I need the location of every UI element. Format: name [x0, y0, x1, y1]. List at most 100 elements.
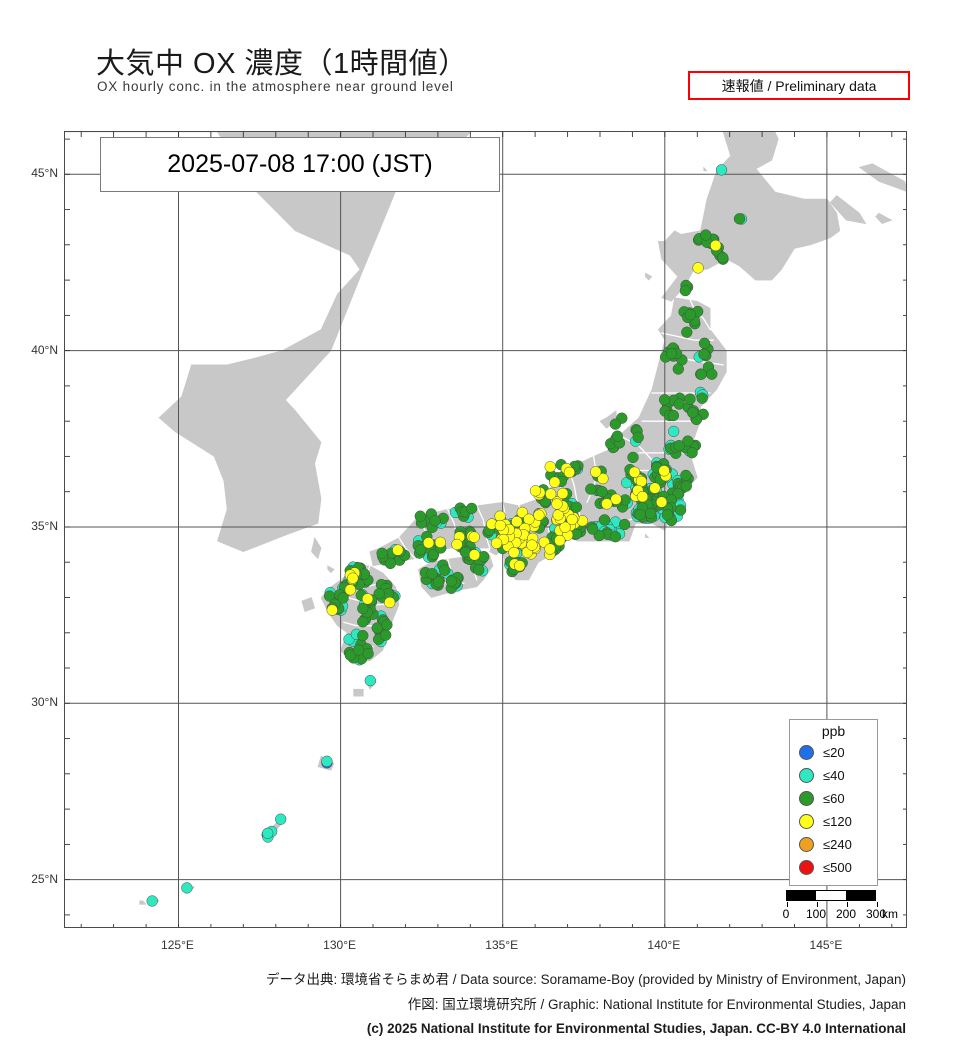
station-point[interactable] — [665, 347, 678, 360]
station-point[interactable] — [380, 629, 392, 641]
station-point[interactable] — [674, 504, 687, 516]
station-point[interactable] — [526, 539, 538, 551]
station-point[interactable] — [544, 543, 556, 555]
station-point[interactable] — [381, 619, 393, 631]
station-point[interactable] — [364, 674, 376, 687]
station-point[interactable] — [384, 596, 396, 609]
station-point[interactable] — [585, 483, 597, 495]
station-point[interactable] — [684, 309, 696, 321]
station-point[interactable] — [618, 518, 631, 531]
station-point[interactable] — [698, 348, 710, 360]
station-point[interactable] — [597, 472, 609, 485]
station-point[interactable] — [376, 547, 388, 559]
station-point[interactable] — [361, 593, 374, 605]
station-point[interactable] — [667, 409, 680, 422]
station-point[interactable] — [609, 418, 622, 430]
legend-item-500[interactable]: ≤500 — [790, 856, 877, 879]
station-point[interactable] — [715, 164, 728, 176]
station-point[interactable] — [545, 488, 557, 500]
station-point[interactable] — [494, 519, 506, 532]
station-point[interactable] — [679, 284, 692, 297]
station-point[interactable] — [371, 622, 383, 634]
station-point[interactable] — [682, 435, 694, 447]
station-point[interactable] — [696, 392, 708, 404]
station-point[interactable] — [357, 629, 369, 642]
station-point[interactable] — [516, 506, 528, 519]
station-point[interactable] — [649, 482, 661, 494]
station-point[interactable] — [692, 262, 704, 274]
station-point[interactable] — [601, 498, 613, 510]
station-point[interactable] — [344, 649, 357, 661]
station-point[interactable] — [326, 604, 338, 616]
station-point[interactable] — [544, 461, 556, 473]
station-point[interactable] — [337, 592, 349, 604]
station-point[interactable] — [422, 537, 435, 549]
map-plot-area[interactable] — [64, 131, 907, 928]
station-point[interactable] — [609, 531, 622, 543]
station-point[interactable] — [262, 827, 274, 839]
station-point[interactable] — [432, 576, 445, 588]
station-point[interactable] — [181, 882, 193, 894]
station-point[interactable] — [563, 466, 576, 478]
station-point[interactable] — [357, 602, 369, 615]
station-point[interactable] — [710, 239, 722, 252]
station-point[interactable] — [681, 326, 693, 338]
legend-item-60[interactable]: ≤60 — [790, 787, 877, 810]
station-point[interactable] — [508, 546, 520, 559]
station-point[interactable] — [384, 557, 397, 570]
station-point[interactable] — [362, 648, 374, 660]
station-point[interactable] — [490, 537, 503, 549]
station-point[interactable] — [321, 755, 333, 767]
station-point[interactable] — [468, 531, 480, 543]
station-point[interactable] — [511, 515, 523, 528]
station-point[interactable] — [570, 501, 583, 513]
station-point[interactable] — [513, 560, 526, 572]
station-point[interactable] — [717, 252, 729, 264]
station-point[interactable] — [533, 509, 545, 521]
station-point[interactable] — [706, 368, 718, 380]
station-point[interactable] — [628, 466, 641, 478]
station-point[interactable] — [468, 549, 481, 561]
station-point[interactable] — [673, 440, 685, 452]
station-point[interactable] — [611, 430, 623, 442]
station-point[interactable] — [686, 447, 698, 459]
station-point[interactable] — [551, 498, 563, 510]
station-point[interactable] — [596, 485, 608, 498]
station-point[interactable] — [700, 229, 712, 241]
station-point[interactable] — [655, 496, 668, 508]
station-point[interactable] — [347, 572, 359, 584]
station-point[interactable] — [427, 548, 440, 561]
station-point[interactable] — [658, 394, 671, 406]
station-point[interactable] — [357, 616, 369, 628]
station-point[interactable] — [566, 513, 578, 526]
station-point[interactable] — [445, 575, 458, 587]
station-point[interactable] — [426, 568, 438, 580]
station-point[interactable] — [658, 465, 670, 477]
station-point[interactable] — [344, 584, 356, 596]
station-point[interactable] — [434, 536, 447, 548]
station-point[interactable] — [668, 425, 680, 438]
station-point[interactable] — [559, 521, 571, 533]
station-point[interactable] — [478, 550, 490, 563]
legend-item-20[interactable]: ≤20 — [790, 741, 877, 764]
station-point[interactable] — [587, 523, 599, 535]
station-point[interactable] — [146, 895, 158, 907]
station-point[interactable] — [698, 337, 711, 349]
station-point[interactable] — [529, 485, 542, 497]
legend-item-40[interactable]: ≤40 — [790, 764, 877, 787]
legend-item-120[interactable]: ≤120 — [790, 810, 877, 833]
station-point[interactable] — [684, 393, 696, 405]
station-point[interactable] — [680, 480, 692, 492]
station-point[interactable] — [352, 644, 365, 656]
station-point[interactable] — [414, 510, 426, 522]
station-point[interactable] — [429, 515, 441, 527]
legend-item-240[interactable]: ≤240 — [790, 833, 877, 856]
station-point[interactable] — [392, 544, 404, 556]
station-point[interactable] — [275, 813, 287, 825]
station-point[interactable] — [672, 363, 684, 375]
station-point[interactable] — [632, 431, 644, 443]
station-point[interactable] — [634, 509, 646, 521]
station-point[interactable] — [645, 507, 657, 520]
station-point[interactable] — [687, 406, 699, 419]
station-point[interactable] — [598, 514, 611, 526]
